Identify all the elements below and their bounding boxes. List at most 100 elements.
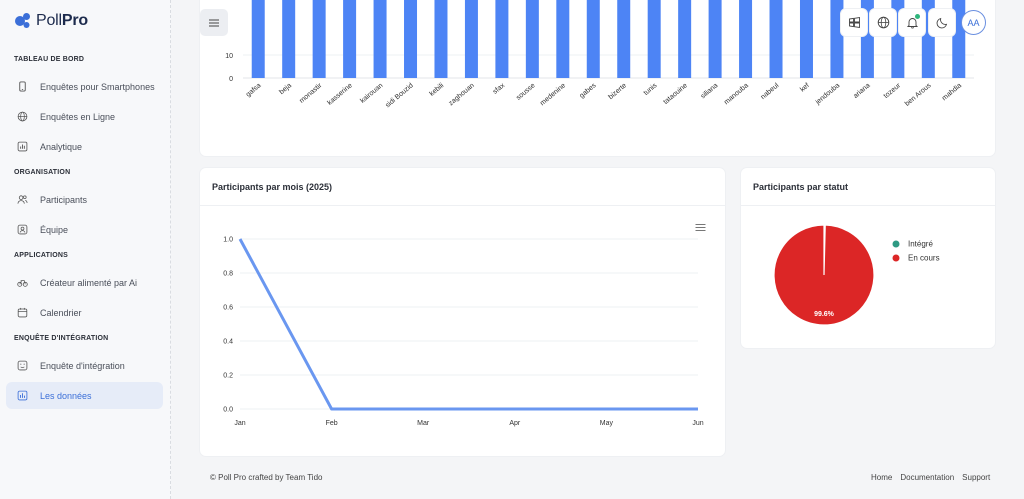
- y-tick-label: 0.8: [223, 271, 233, 278]
- bar: [799, 0, 813, 78]
- x-tick-label: monastir: [298, 82, 324, 105]
- x-tick-label: sousse: [515, 82, 537, 102]
- bar: [739, 0, 753, 78]
- bar: [586, 0, 600, 78]
- line-chart-card: Participants par mois (2025) 1.0 0.8 0.6 0.…: [200, 168, 725, 456]
- users-icon: [17, 195, 28, 204]
- section-title-enquete-integration: ENQUÊTE D'INTÉGRATION: [14, 335, 109, 342]
- legend-marker: [892, 254, 900, 262]
- x-tick-label: tataouine: [662, 82, 689, 106]
- sidebar-item-label: Participants: [40, 194, 88, 205]
- x-tick-label: siliana: [700, 82, 720, 100]
- section-title-applications: APPLICATIONS: [14, 252, 68, 259]
- bar: [769, 0, 783, 78]
- hamburger-icon: [209, 19, 219, 26]
- sidebar-item-label: Créateur alimenté par Ai: [40, 277, 138, 288]
- calendar-icon: [17, 307, 28, 318]
- sidebar-item-equipe[interactable]: Équipe: [6, 216, 163, 243]
- chart-menu-icon[interactable]: [695, 223, 706, 232]
- bell-icon: [906, 18, 918, 29]
- x-tick-label: Jan: [234, 420, 245, 427]
- x-tick-label: tozeur: [883, 82, 903, 100]
- sidebar-item-analytique[interactable]: Analytique: [6, 133, 163, 160]
- x-tick-label: kebili: [429, 82, 446, 98]
- x-tick-label: nabeul: [760, 82, 781, 101]
- y-tick-label: 0: [229, 76, 233, 83]
- smartphone-icon: [19, 81, 26, 92]
- bar: [678, 0, 692, 78]
- sidebar-item-enquetes-smartphones[interactable]: Enquêtes pour Smartphones: [6, 73, 163, 100]
- x-tick-label: kef: [799, 82, 811, 93]
- chart-icon: [17, 141, 28, 152]
- sidebar-item-participants[interactable]: Participants: [6, 186, 163, 213]
- user-avatar[interactable]: AA: [961, 10, 986, 35]
- sidebar-item-label: Calendrier: [40, 307, 82, 318]
- windows-icon: [848, 16, 860, 29]
- x-tick-label: sidi Bouzid: [384, 82, 415, 109]
- sidebar-item-label: Enquête d'intégration: [40, 360, 125, 371]
- bicycle-icon: [17, 280, 28, 287]
- brand-logo[interactable]: PollPro: [14, 12, 88, 30]
- x-tick-label: bizerte: [607, 82, 628, 101]
- x-tick-label: gabes: [578, 82, 597, 100]
- apps-button[interactable]: [841, 9, 867, 36]
- card-divider: [741, 205, 995, 206]
- data-icon: [17, 390, 28, 401]
- x-tick-label: kasserine: [326, 82, 354, 107]
- bar: [556, 0, 570, 78]
- form-icon: [17, 360, 28, 371]
- user-circle-icon: [17, 224, 28, 235]
- bar: [343, 0, 357, 78]
- sidebar-item-enquete-integration[interactable]: Enquête d'intégration: [6, 352, 163, 379]
- series-line: [238, 238, 698, 411]
- footer-link-home[interactable]: Home: [871, 473, 893, 482]
- sidebar-item-calendrier[interactable]: Calendrier: [6, 299, 163, 326]
- x-tick-label: tunis: [643, 82, 659, 97]
- footer-link-support[interactable]: Support: [962, 473, 991, 482]
- x-tick-label: Feb: [326, 420, 338, 427]
- x-tick-label: Apr: [509, 420, 521, 427]
- bar: [830, 0, 844, 78]
- sidebar-item-label: Les données: [40, 390, 92, 401]
- bar-chart: 10 0 gafsa beja monastir kasserine kairouan sid…: [225, 0, 974, 109]
- card-title: Participants par mois (2025): [212, 182, 333, 192]
- y-tick-label: 0.2: [223, 373, 233, 380]
- globe-icon: [17, 111, 28, 122]
- pollpro-logo-icon: [15, 13, 30, 28]
- bar: [373, 0, 387, 78]
- sidebar-item-label: Enquêtes en Ligne: [40, 111, 116, 122]
- y-tick-label: 10: [225, 53, 233, 60]
- notifications-button[interactable]: [899, 9, 925, 36]
- sidebar-item-les-donnees[interactable]: Les données: [6, 382, 163, 409]
- menu-toggle-button[interactable]: [200, 9, 228, 36]
- sidebar-item-createur-ai[interactable]: Créateur alimenté par Ai: [6, 269, 163, 296]
- x-tick-label: ben Arous: [904, 82, 933, 108]
- x-tick-label: medenine: [539, 82, 567, 107]
- language-button[interactable]: [870, 9, 896, 36]
- card-title: Participants par statut: [753, 182, 849, 192]
- y-tick-label: 0.0: [223, 407, 233, 414]
- bar: [434, 0, 448, 78]
- legend-marker: [892, 240, 900, 248]
- x-tick-label: Jun: [692, 420, 703, 427]
- x-tick-label: sfax: [492, 82, 507, 96]
- sidebar-item-label: Enquêtes pour Smartphones: [40, 81, 155, 92]
- x-tick-label: gafsa: [245, 82, 263, 98]
- pie-chart-card: Participants par statut 99.6% Intégré En c…: [741, 168, 995, 348]
- footer-credit: © Poll Pro crafted by Team Tido: [210, 473, 323, 482]
- theme-toggle-button[interactable]: [929, 9, 955, 36]
- bar: [464, 0, 478, 78]
- bar: [525, 0, 539, 78]
- sidebar-item-enquetes-en-ligne[interactable]: Enquêtes en Ligne: [6, 103, 163, 130]
- footer-links: Home Documentation Support: [871, 473, 990, 482]
- x-tick-label: kairouan: [359, 82, 384, 105]
- footer-link-documentation[interactable]: Documentation: [900, 473, 955, 482]
- brand-name: PollPro: [36, 12, 88, 29]
- bar: [404, 0, 418, 78]
- x-tick-label: jendouba: [814, 82, 841, 107]
- sidebar-item-label: Équipe: [40, 224, 69, 235]
- y-tick-label: 0.4: [223, 339, 233, 346]
- pie-slice: [773, 224, 875, 326]
- y-tick-label: 1.0: [223, 237, 233, 244]
